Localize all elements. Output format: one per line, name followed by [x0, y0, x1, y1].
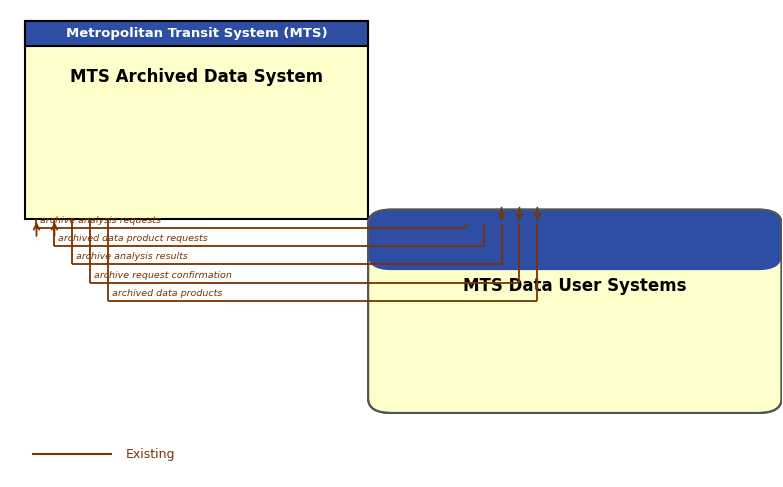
FancyBboxPatch shape: [368, 209, 781, 413]
Text: archive analysis results: archive analysis results: [76, 252, 188, 262]
Text: archive analysis requests: archive analysis requests: [41, 216, 161, 225]
FancyBboxPatch shape: [368, 209, 781, 270]
Text: archived data product requests: archived data product requests: [59, 234, 208, 243]
FancyBboxPatch shape: [25, 21, 368, 219]
FancyBboxPatch shape: [392, 238, 758, 256]
Text: Metropolitan Transit System (MTS): Metropolitan Transit System (MTS): [66, 27, 327, 40]
FancyBboxPatch shape: [25, 21, 368, 46]
Text: archived data products: archived data products: [112, 289, 222, 298]
Text: MTS Archived Data System: MTS Archived Data System: [70, 68, 323, 86]
Text: archive request confirmation: archive request confirmation: [94, 271, 232, 280]
Text: MTS Data User Systems: MTS Data User Systems: [463, 278, 687, 296]
Text: Existing: Existing: [126, 448, 175, 461]
